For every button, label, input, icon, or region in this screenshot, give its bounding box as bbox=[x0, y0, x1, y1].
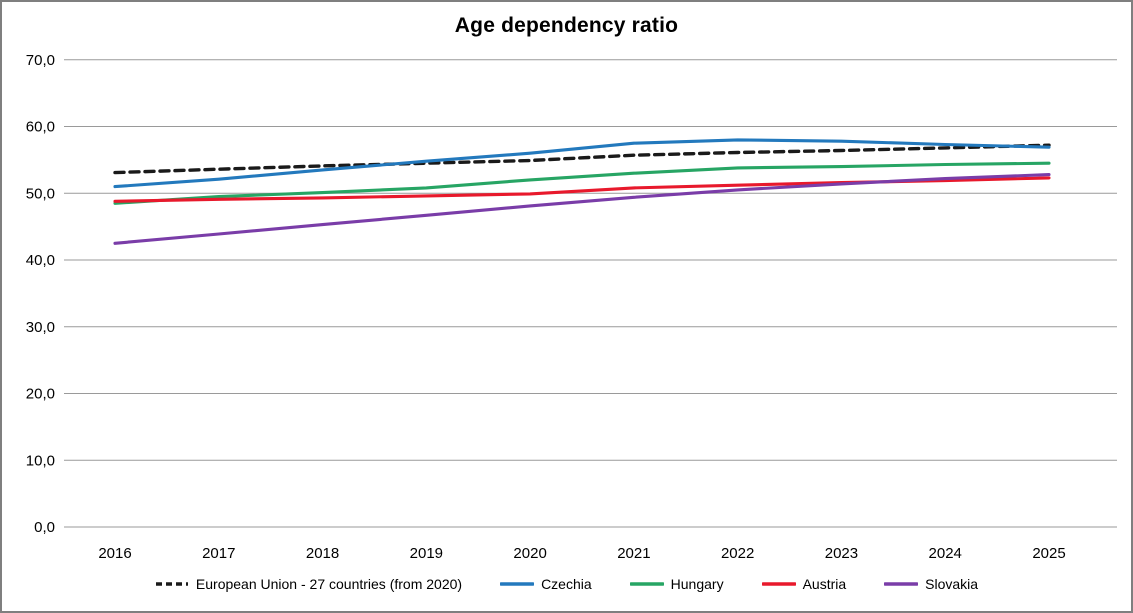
legend-label-slovakia: Slovakia bbox=[925, 576, 979, 592]
legend-item-hungary: Hungary bbox=[629, 576, 724, 592]
legend-label-czechia: Czechia bbox=[541, 576, 592, 592]
legend-label-hungary: Hungary bbox=[670, 576, 724, 592]
legend-item-austria: Austria bbox=[761, 576, 847, 592]
y-tick-label: 20,0 bbox=[26, 386, 55, 403]
legend-swatch-slovakia bbox=[884, 582, 919, 586]
x-tick-label: 2017 bbox=[202, 545, 235, 562]
y-tick-label: 40,0 bbox=[26, 252, 55, 269]
legend-label-austria: Austria bbox=[802, 576, 847, 592]
series-line-hungary bbox=[113, 161, 1051, 205]
legend-item-slovakia: Slovakia bbox=[884, 576, 978, 592]
legend-swatch-european-union-27-countries-from-2020 bbox=[155, 582, 188, 586]
legend-swatch-austria bbox=[761, 582, 796, 586]
y-tick-label: 60,0 bbox=[26, 119, 55, 136]
x-tick-label: 2020 bbox=[513, 545, 546, 562]
legend-swatch-czechia bbox=[500, 582, 535, 586]
x-tick-label: 2016 bbox=[98, 545, 131, 562]
series-line-slovakia bbox=[113, 173, 1051, 245]
x-tick-label: 2025 bbox=[1032, 545, 1065, 562]
legend-item-czechia: Czechia bbox=[500, 576, 592, 592]
series-line-czechia bbox=[113, 138, 1051, 189]
y-tick-label: 50,0 bbox=[26, 185, 55, 202]
x-tick-label: 2024 bbox=[929, 545, 962, 562]
y-tick-label: 0,0 bbox=[34, 519, 55, 536]
x-tick-label: 2022 bbox=[721, 545, 754, 562]
chart-title: Age dependency ratio bbox=[454, 14, 679, 37]
y-tick-label: 70,0 bbox=[26, 52, 55, 69]
legend-swatch-hungary bbox=[629, 582, 664, 586]
legend-item-european-union-27-countries-from-2020: European Union - 27 countries (from 2020… bbox=[155, 576, 462, 592]
legend-label-european-union-27-countries-from-2020: European Union - 27 countries (from 2020… bbox=[195, 576, 463, 592]
series-line-european-union-27-countries-from-2020 bbox=[113, 143, 1051, 175]
y-tick-label: 30,0 bbox=[26, 319, 55, 336]
x-tick-label: 2023 bbox=[825, 545, 858, 562]
x-tick-label: 2018 bbox=[306, 545, 339, 562]
x-tick-label: 2019 bbox=[410, 545, 443, 562]
legend: European Union - 27 countries (from 2020… bbox=[2, 576, 1131, 592]
y-tick-label: 10,0 bbox=[26, 452, 55, 469]
x-tick-label: 2021 bbox=[617, 545, 650, 562]
